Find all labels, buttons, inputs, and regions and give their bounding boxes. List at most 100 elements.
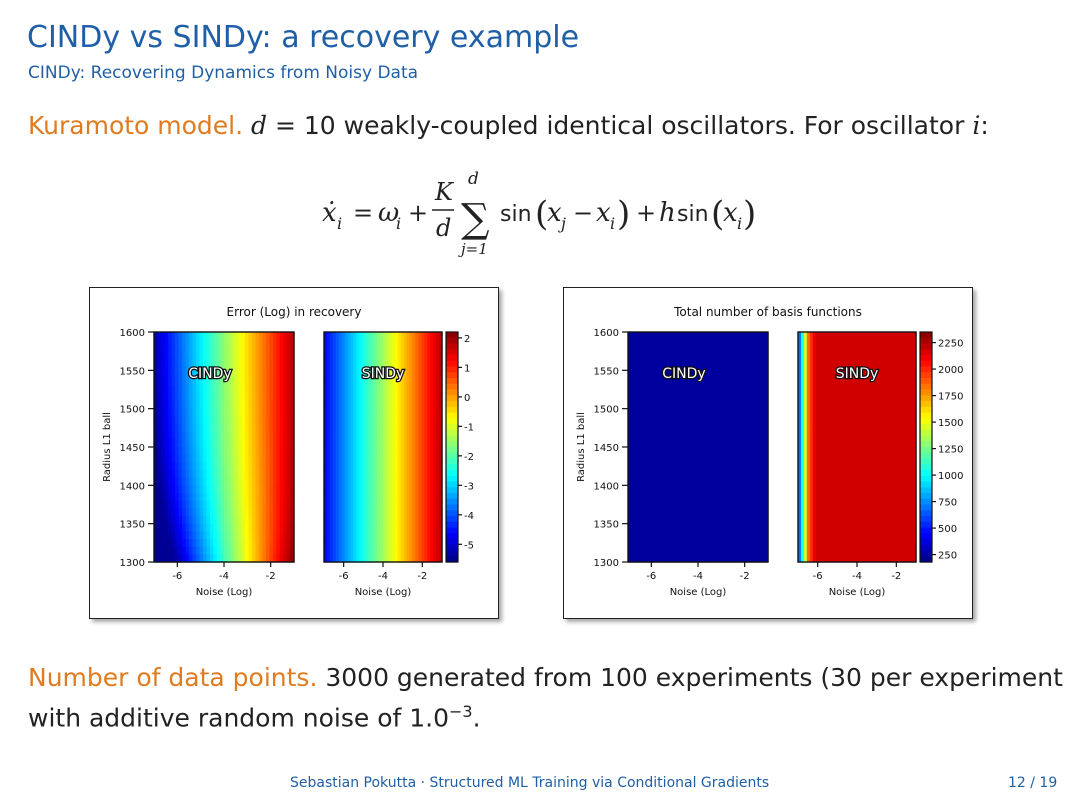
heatmap-cell: [161, 393, 166, 402]
heatmap-cell: [224, 539, 229, 548]
heatmap-cell: [868, 431, 873, 440]
heatmap-cell: [383, 362, 387, 371]
heatmap-cell: [701, 531, 706, 540]
heatmap-cell: [857, 554, 861, 563]
heatmap-cell: [833, 485, 837, 494]
heatmap-cell: [666, 470, 671, 479]
heatmap-cell: [203, 424, 208, 433]
heatmap-cell: [259, 408, 264, 417]
heatmap-cell: [178, 454, 183, 463]
heatmap-cell: [157, 523, 162, 532]
heatmap-cell: [350, 485, 355, 494]
heatmap-cell: [743, 447, 748, 456]
heatmap-cell: [213, 408, 218, 417]
heatmap-cell: [913, 370, 917, 379]
heatmap-cell: [691, 393, 696, 402]
heatmap-cell: [848, 500, 852, 509]
heatmap-cell: [273, 408, 278, 417]
heatmap-cell: [712, 393, 717, 402]
heatmap-cell: [227, 531, 232, 540]
heatmap-cell: [259, 485, 264, 494]
heatmap-cell: [874, 362, 879, 371]
heatmap-cell: [750, 370, 755, 379]
heatmap-cell: [913, 531, 917, 540]
heatmap-cell: [262, 370, 267, 379]
heatmap-cell: [424, 416, 428, 425]
heatmap-cell: [365, 424, 369, 433]
heatmap-cell: [365, 531, 369, 540]
heatmap-cell: [385, 370, 390, 379]
heatmap-cell: [736, 378, 741, 387]
heatmap-cell: [880, 416, 885, 425]
heatmap-cell: [854, 500, 858, 509]
heatmap-cell: [217, 401, 222, 410]
heatmap-cell: [719, 408, 724, 417]
heatmap-cell: [350, 332, 355, 341]
heatmap-cell: [185, 516, 190, 525]
heatmap-cell: [673, 470, 678, 479]
heatmap-cell: [865, 516, 870, 525]
heatmap-cell: [892, 424, 896, 433]
heatmap-cell: [192, 546, 197, 555]
heatmap-cell: [830, 416, 834, 425]
heatmap-cell: [877, 408, 882, 417]
heatmap-cell: [388, 439, 393, 448]
heatmap-cell: [290, 370, 295, 379]
heatmap-cell: [656, 462, 661, 471]
heatmap-cell: [326, 462, 331, 471]
heatmap-cell: [729, 508, 734, 517]
heatmap-cell: [815, 516, 820, 525]
heatmap-cell: [210, 355, 215, 364]
heatmap-cell: [350, 370, 355, 379]
heatmap-cell: [406, 485, 411, 494]
heatmap-cell: [385, 500, 390, 509]
heatmap-cell: [338, 347, 343, 356]
heatmap-cell: [409, 347, 414, 356]
heatmap-cell: [255, 470, 260, 479]
heatmap-cell: [821, 508, 826, 517]
heatmap-cell: [842, 516, 846, 525]
heatmap-cell: [729, 531, 734, 540]
heatmap-cell: [712, 332, 717, 341]
heatmap-cell: [385, 477, 390, 486]
heatmap-cell: [255, 539, 260, 548]
heatmap-cell: [189, 554, 194, 563]
heatmap-cell: [892, 508, 896, 517]
heatmap-cell: [757, 385, 762, 394]
heatmap-cell: [344, 362, 349, 371]
heatmap-cell: [836, 531, 840, 540]
heatmap-cell: [845, 385, 849, 394]
heatmap-cell: [326, 477, 331, 486]
heatmap-cell: [726, 362, 731, 371]
heatmap-cell: [283, 385, 288, 394]
heatmap-cell: [418, 385, 422, 394]
heatmap-cell: [406, 439, 411, 448]
heatmap-cell: [412, 447, 417, 456]
heatmap-cell: [332, 339, 337, 348]
heatmap-cell: [701, 362, 706, 371]
heatmap-cell: [839, 370, 843, 379]
heatmap-cell: [733, 339, 738, 348]
colorbar-step: [446, 481, 458, 488]
heatmap-cell: [161, 332, 166, 341]
heatmap-cell: [656, 385, 661, 394]
heatmap-cell: [673, 355, 678, 364]
heatmap-cell: [380, 393, 384, 402]
heatmap-cell: [231, 493, 236, 502]
heatmap-cell: [845, 462, 849, 471]
heatmap-cell: [877, 401, 882, 410]
heatmap-cell: [391, 531, 396, 540]
heatmap-cell: [164, 424, 169, 433]
heatmap-cell: [380, 370, 384, 379]
heatmap-cell: [726, 408, 731, 417]
heatmap-cell: [859, 447, 864, 456]
x-axis-label: Noise (Log): [355, 587, 412, 598]
heatmap-cell: [391, 408, 396, 417]
heatmap-cell: [684, 424, 689, 433]
heatmap-cell: [213, 347, 218, 356]
heatmap-cell: [698, 500, 703, 509]
heatmap-cell: [371, 462, 375, 471]
heatmap-cell: [350, 362, 355, 371]
heatmap-cell: [192, 508, 197, 517]
heatmap-cell: [830, 470, 834, 479]
